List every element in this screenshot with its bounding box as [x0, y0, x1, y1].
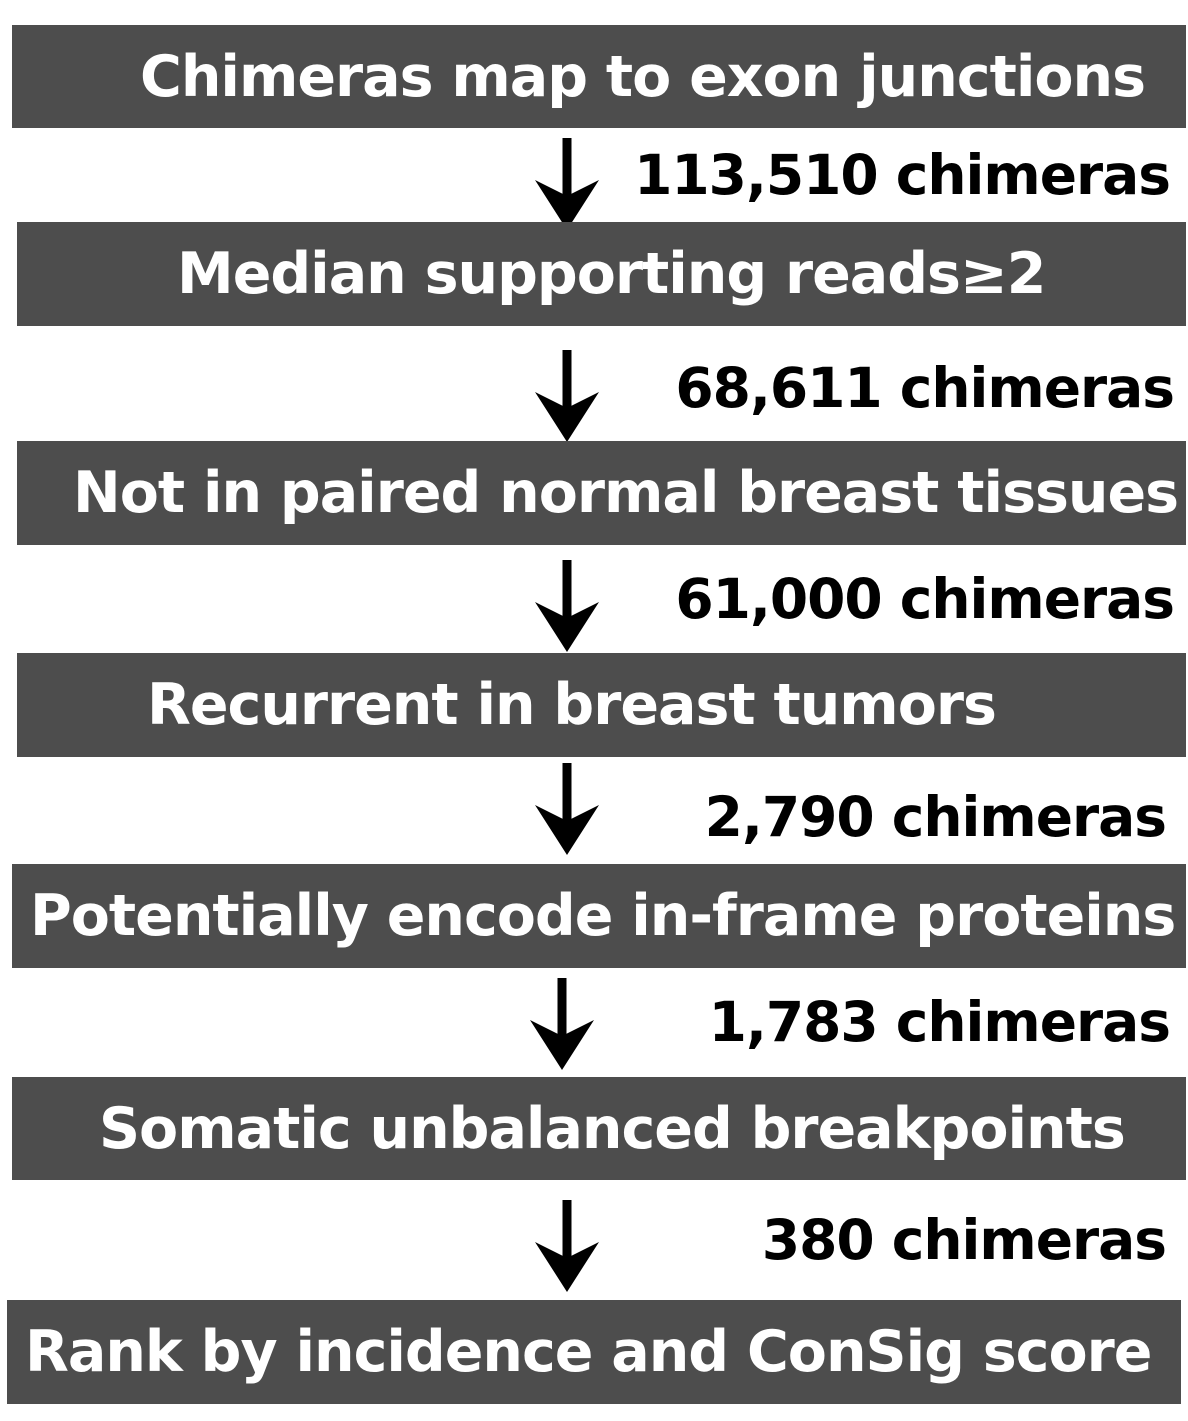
chimera-count: 68,611 chimeras — [675, 356, 1175, 420]
chimera-count: 2,790 chimeras — [704, 785, 1167, 849]
down-arrow-icon — [535, 1200, 599, 1292]
down-arrow-icon — [535, 350, 599, 442]
step-label: Somatic unbalanced breakpoints — [99, 1095, 1126, 1162]
down-arrow-icon — [535, 763, 599, 855]
step-box-in-frame: Potentially encode in-frame proteins — [12, 864, 1186, 968]
step-box-supporting-reads: Median supporting reads≥2 — [17, 222, 1186, 326]
step-label: Recurrent in breast tumors — [147, 672, 997, 738]
step-box-recurrent: Recurrent in breast tumors — [17, 653, 1186, 757]
down-arrow-icon — [530, 978, 594, 1070]
step-label: Potentially encode in-frame proteins — [30, 883, 1176, 949]
step-label: Not in paired normal breast tissues — [73, 460, 1179, 526]
step-box-rank: Rank by incidence and ConSig score — [7, 1300, 1181, 1404]
down-arrow-icon — [535, 560, 599, 652]
down-arrow-icon — [535, 138, 599, 230]
chimera-count: 1,783 chimeras — [708, 990, 1171, 1054]
step-label: Chimeras map to exon junctions — [140, 43, 1146, 110]
step-box-somatic-breakpoints: Somatic unbalanced breakpoints — [12, 1077, 1186, 1180]
chimera-count: 61,000 chimeras — [675, 567, 1175, 631]
step-box-not-in-normal: Not in paired normal breast tissues — [17, 441, 1186, 545]
chimera-count: 113,510 chimeras — [634, 143, 1171, 207]
step-label: Rank by incidence and ConSig score — [25, 1319, 1152, 1385]
chimera-count: 380 chimeras — [761, 1208, 1167, 1272]
step-box-exon-junctions: Chimeras map to exon junctions — [12, 25, 1186, 128]
step-label: Median supporting reads≥2 — [177, 241, 1046, 307]
